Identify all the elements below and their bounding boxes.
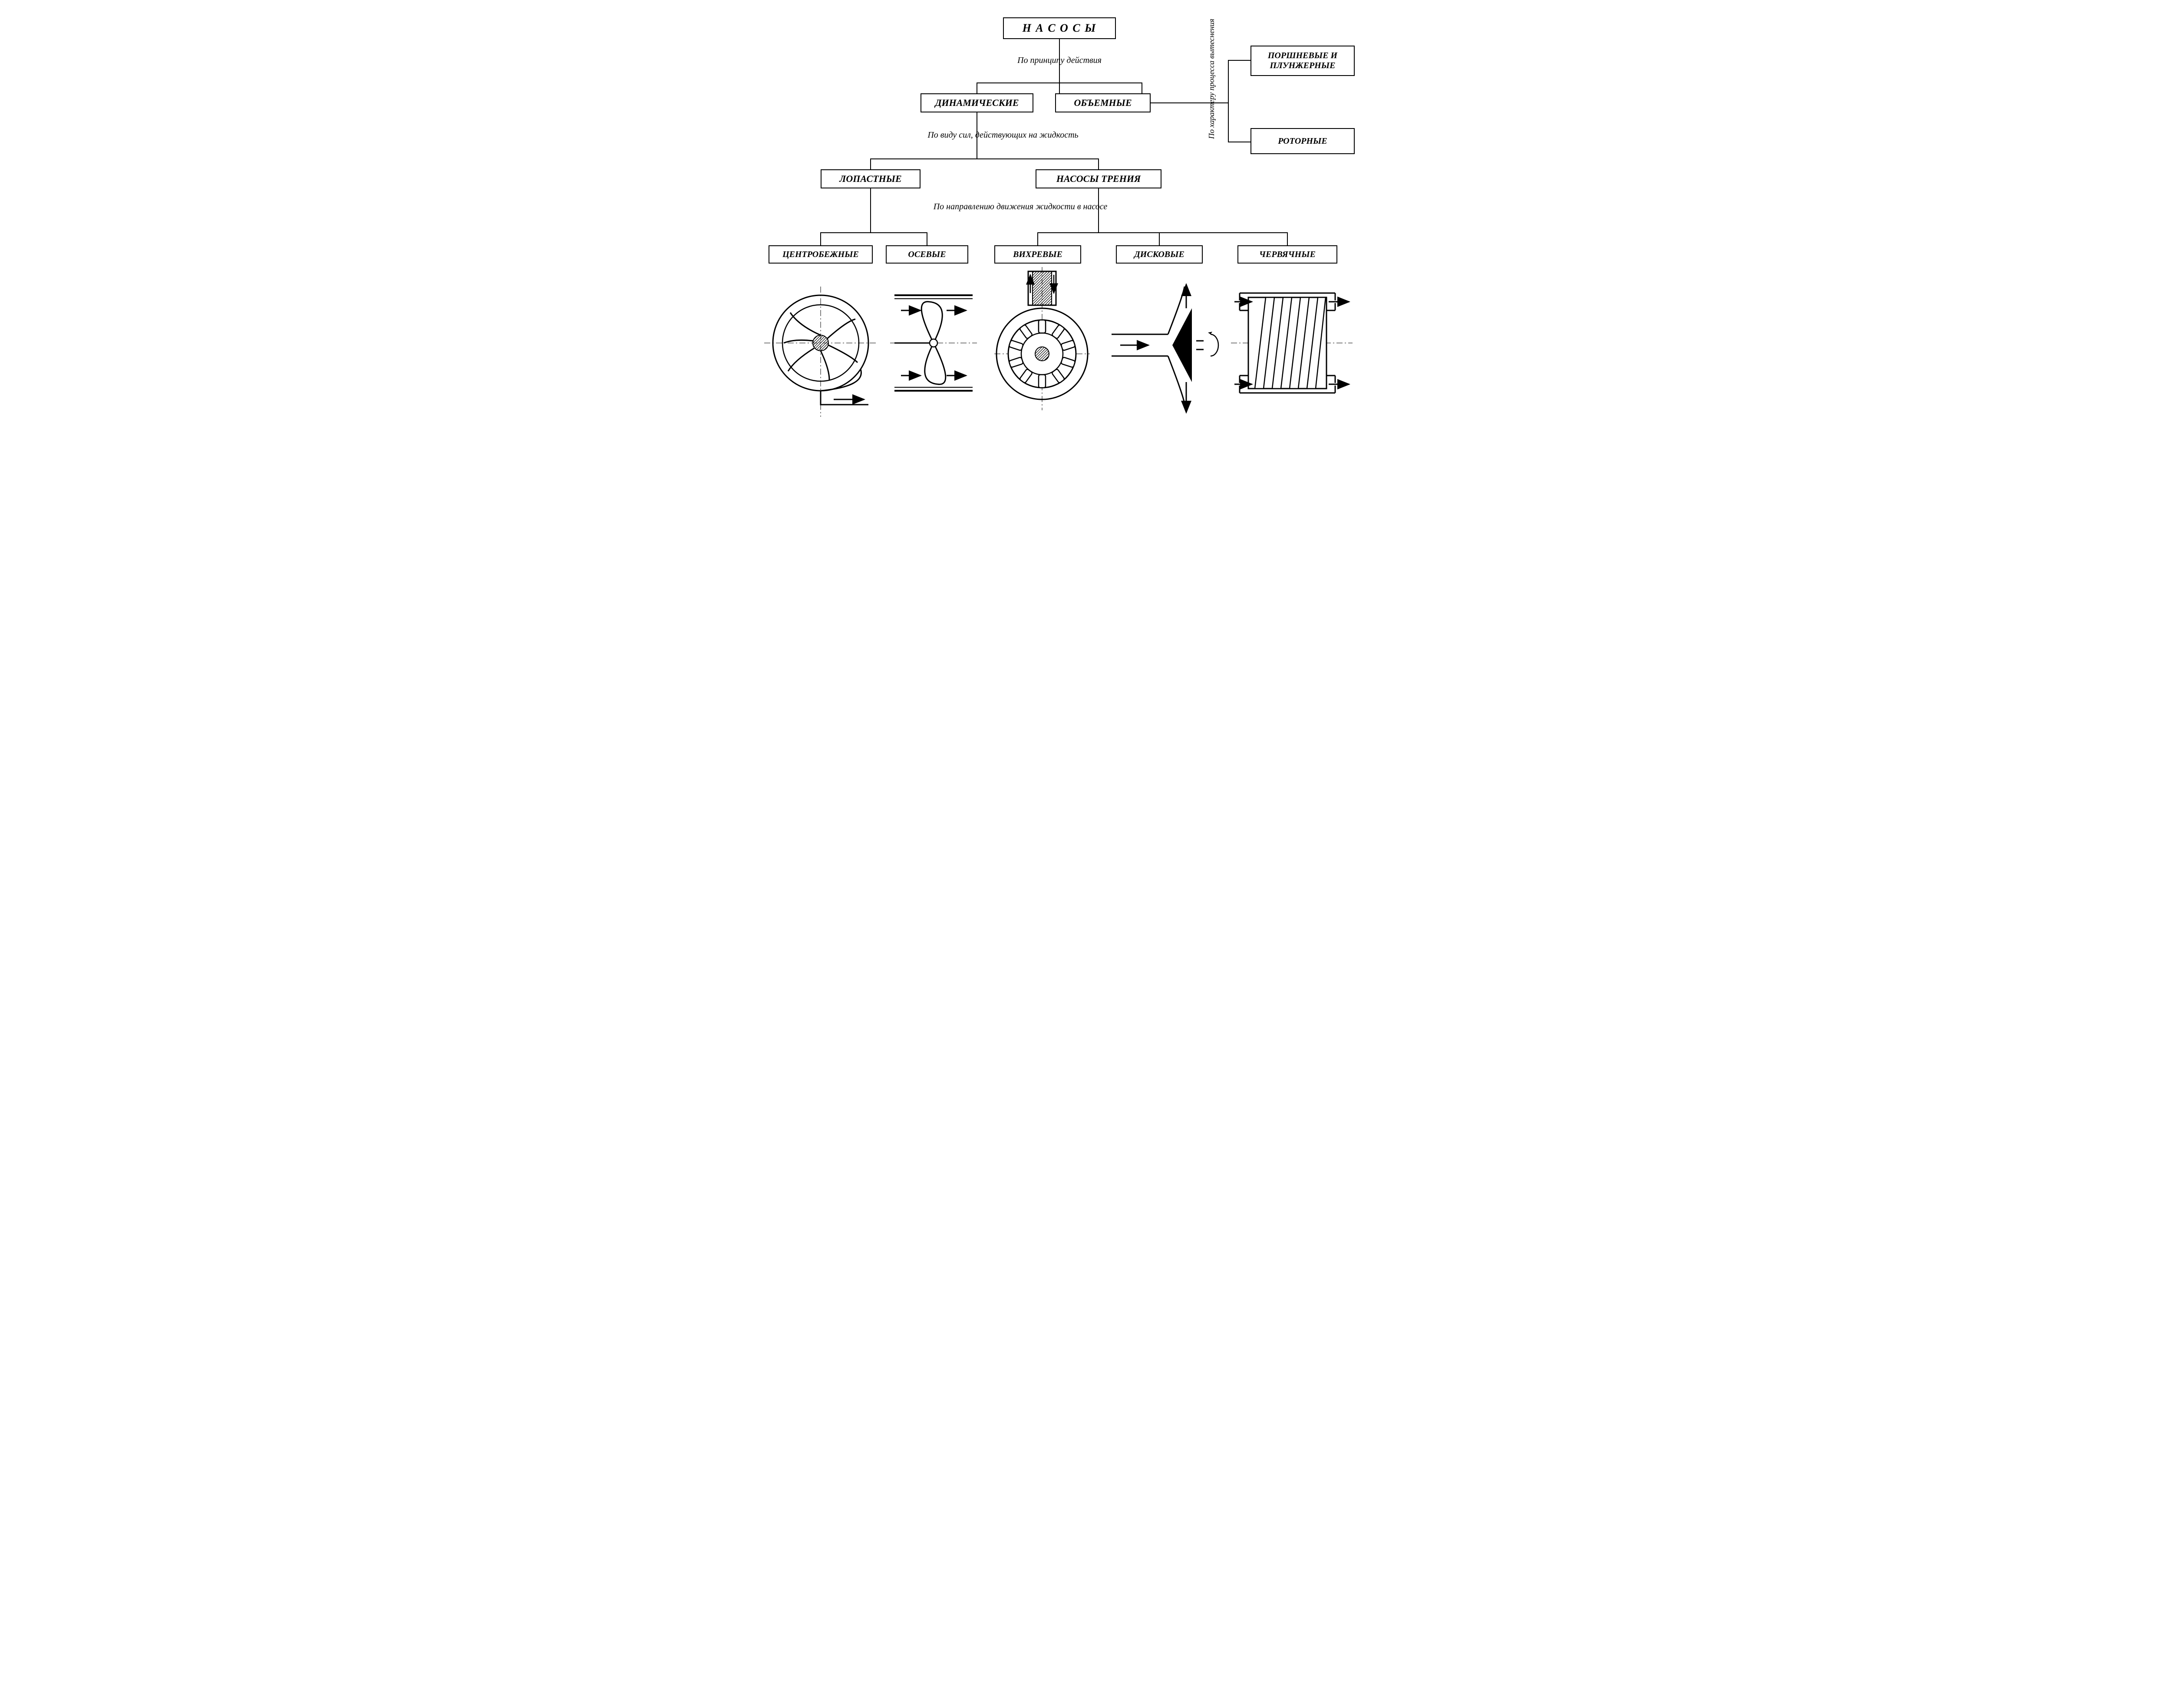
- friction-text: НАСОСЫ ТРЕНИЯ: [1056, 173, 1141, 185]
- split-label-2: По виду сил, действующих на жидкость: [916, 130, 1090, 140]
- disc-pump-icon: [1107, 269, 1220, 425]
- friction-box: НАСОСЫ ТРЕНИЯ: [1036, 169, 1161, 188]
- rotor-text: РОТОРНЫЕ: [1278, 136, 1327, 146]
- root-text: Н А С О С Ы: [1023, 22, 1097, 35]
- volumetric-text: ОБЪЕМНЫЕ: [1074, 97, 1132, 109]
- right-branch-text: По характеру процесса вытеснения: [1207, 19, 1216, 139]
- piston-box: ПОРШНЕВЫЕ И ПЛУНЖЕРНЫЕ: [1250, 46, 1355, 76]
- centrifugal-text: ЦЕНТРОБЕЖНЫЕ: [782, 250, 859, 260]
- split-label-3: По направлению движения жидкости в насос…: [881, 202, 1159, 212]
- vane-text: ЛОПАСТНЫЕ: [839, 173, 901, 185]
- vortex-text: ВИХРЕВЫЕ: [1013, 250, 1062, 260]
- piston-text: ПОРШНЕВЫЕ И ПЛУНЖЕРНЫЕ: [1257, 51, 1348, 71]
- rotor-box: РОТОРНЫЕ: [1250, 128, 1355, 154]
- vortex-pump-icon: [994, 267, 1090, 419]
- disc-text: ДИСКОВЫЕ: [1134, 250, 1184, 260]
- disc-box: ДИСКОВЫЕ: [1116, 245, 1203, 264]
- volumetric-box: ОБЪЕМНЫЕ: [1055, 93, 1151, 112]
- axial-box: ОСЕВЫЕ: [886, 245, 968, 264]
- screw-text: ЧЕРВЯЧНЫЕ: [1259, 250, 1316, 260]
- vane-box: ЛОПАСТНЫЕ: [821, 169, 921, 188]
- root-box: Н А С О С Ы: [1003, 17, 1116, 39]
- axial-pump-icon: [881, 269, 986, 417]
- centrifugal-box: ЦЕНТРОБЕЖНЫЕ: [769, 245, 873, 264]
- vortex-box: ВИХРЕВЫЕ: [994, 245, 1081, 264]
- right-branch-label: По характеру процесса вытеснения: [1207, 19, 1216, 139]
- screw-box: ЧЕРВЯЧНЫЕ: [1237, 245, 1337, 264]
- screw-pump-icon: [1231, 269, 1353, 417]
- pump-classification-diagram: Н А С О С Ы По принципу действия ДИНАМИЧ…: [760, 9, 1411, 430]
- split-label-1: По принципу действия: [1003, 56, 1116, 66]
- centrifugal-pump-icon: [764, 269, 877, 417]
- dynamic-box: ДИНАМИЧЕСКИЕ: [921, 93, 1033, 112]
- dynamic-text: ДИНАМИЧЕСКИЕ: [935, 97, 1019, 109]
- axial-text: ОСЕВЫЕ: [908, 250, 946, 260]
